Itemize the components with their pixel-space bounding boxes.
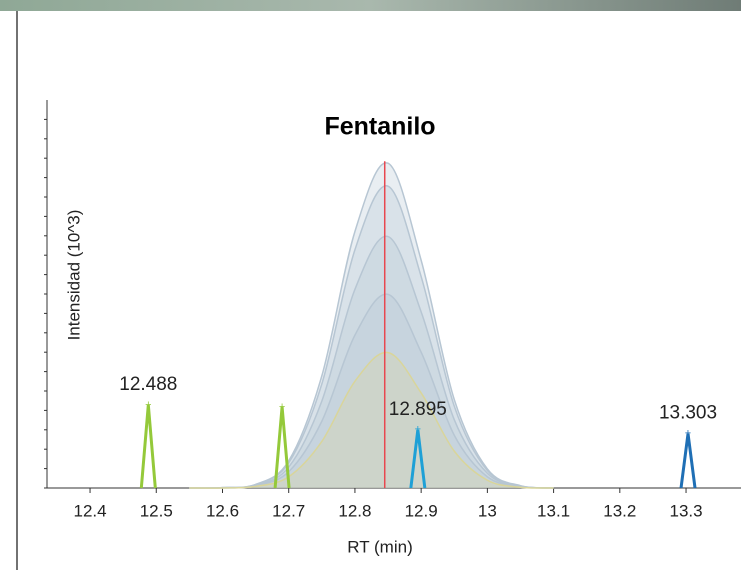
x-tick-label: 12.7 (272, 501, 305, 520)
peak-area (189, 185, 554, 489)
spike-label: 12.488 (119, 374, 177, 395)
peak-area (189, 162, 554, 489)
spike-label: 12.895 (389, 399, 447, 420)
spike-apex: + (145, 399, 151, 411)
peak-trace (189, 293, 554, 489)
x-tick-label: 13.1 (537, 501, 570, 520)
x-tick-label: 12.8 (338, 501, 371, 520)
x-tick-label: 13 (478, 501, 497, 520)
peak-area (189, 294, 554, 489)
y-axis-label: Intensidad (10^3) (64, 210, 83, 341)
x-tick-label: 12.5 (140, 501, 173, 520)
photo-strip (0, 0, 741, 11)
spike-apex: + (415, 424, 421, 436)
spike-apex: + (685, 428, 691, 440)
x-axis-label: RT (min) (347, 537, 413, 556)
x-tick-label: 12.4 (73, 501, 106, 520)
peak-area (189, 236, 554, 488)
spike (273, 406, 291, 489)
x-tick-label: 12.9 (405, 501, 438, 520)
spike (139, 404, 157, 489)
x-tick-label: 13.2 (603, 501, 636, 520)
spike (409, 429, 427, 489)
peak-trace (189, 351, 554, 489)
peak-area (189, 352, 554, 489)
chart-title: Fentanilo (324, 113, 435, 141)
x-tick-label: 12.6 (206, 501, 239, 520)
x-tick-label: 13.3 (669, 501, 702, 520)
spike-apex: + (279, 401, 285, 413)
spike (679, 433, 697, 489)
spike-label: 13.303 (659, 403, 717, 424)
